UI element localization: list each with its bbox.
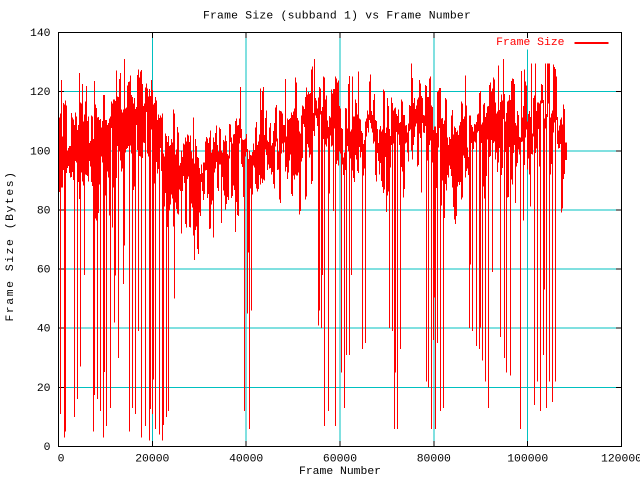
svg-text:40: 40 bbox=[37, 324, 51, 336]
svg-text:100000: 100000 bbox=[507, 454, 548, 466]
svg-text:0: 0 bbox=[44, 442, 51, 454]
svg-text:40000: 40000 bbox=[229, 454, 263, 466]
svg-text:120000: 120000 bbox=[601, 454, 640, 466]
svg-text:Frame Number: Frame Number bbox=[299, 466, 381, 478]
svg-text:80000: 80000 bbox=[417, 454, 451, 466]
svg-text:20: 20 bbox=[37, 383, 51, 395]
svg-text:Frame Size (Bytes): Frame Size (Bytes) bbox=[5, 171, 17, 322]
svg-text:100: 100 bbox=[30, 146, 51, 158]
svg-text:80: 80 bbox=[37, 205, 51, 217]
svg-text:Frame Size: Frame Size bbox=[496, 37, 565, 49]
svg-text:60: 60 bbox=[37, 265, 51, 277]
svg-text:Frame Size (subband 1) vs Fram: Frame Size (subband 1) vs Frame Number bbox=[203, 11, 471, 23]
svg-text:20000: 20000 bbox=[135, 454, 169, 466]
svg-text:140: 140 bbox=[30, 28, 51, 40]
svg-text:0: 0 bbox=[58, 454, 65, 466]
svg-text:60000: 60000 bbox=[323, 454, 357, 466]
svg-text:120: 120 bbox=[30, 87, 51, 99]
